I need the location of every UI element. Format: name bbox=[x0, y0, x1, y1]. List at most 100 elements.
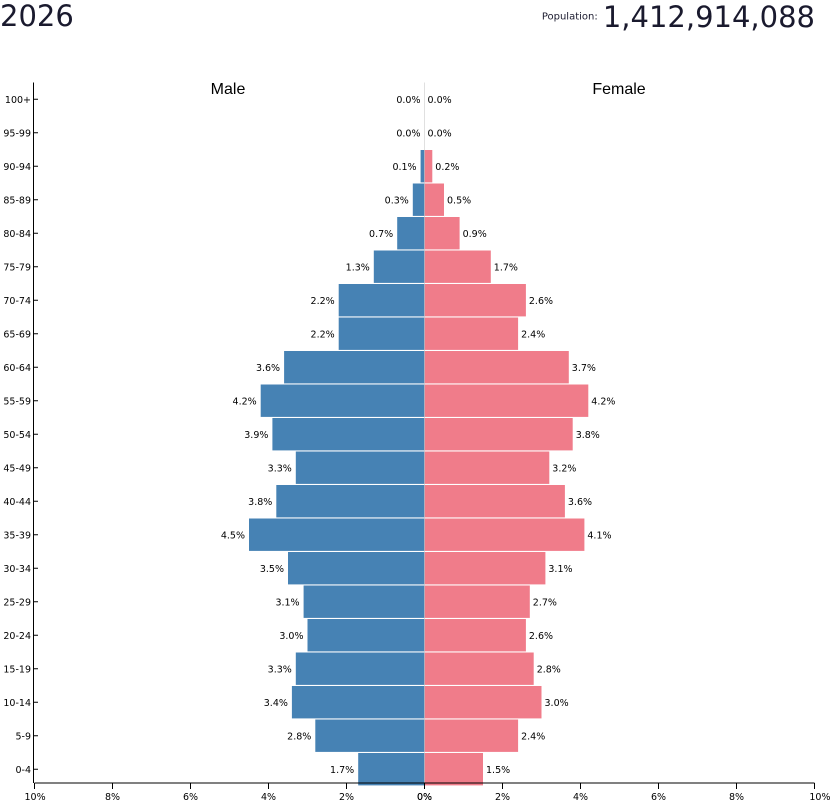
male-bar-70-74 bbox=[338, 284, 425, 317]
female-value-label-25-29: 2.7% bbox=[533, 597, 557, 608]
female-value-label-20-24: 2.6% bbox=[529, 631, 553, 642]
female-value-label-60-64: 3.7% bbox=[572, 363, 596, 374]
year-title: 2026 bbox=[0, 0, 74, 33]
male-bar-45-49 bbox=[295, 451, 425, 484]
male-value-label-20-24: 3.0% bbox=[279, 631, 303, 642]
age-label-0-4: 0-4 bbox=[15, 765, 31, 776]
x-tick-label: 8% bbox=[729, 792, 744, 803]
female-value-label-95-99: 0.0% bbox=[428, 128, 452, 139]
female-value-label-10-14: 3.0% bbox=[545, 698, 569, 709]
female-bar-30-34 bbox=[424, 552, 546, 585]
age-label-55-59: 55-59 bbox=[3, 396, 31, 407]
male-side-title: Male bbox=[211, 81, 246, 98]
male-value-label-90-94: 0.1% bbox=[392, 162, 416, 173]
male-value-label-50-54: 3.9% bbox=[244, 430, 268, 441]
population-readout: Population: 1,412,914,088 bbox=[542, 0, 815, 34]
bars-layer bbox=[249, 150, 589, 786]
male-value-label-80-84: 0.7% bbox=[369, 229, 393, 240]
female-value-label-85-89: 0.5% bbox=[447, 195, 471, 206]
age-label-75-79: 75-79 bbox=[3, 262, 31, 273]
male-value-label-10-14: 3.4% bbox=[264, 698, 288, 709]
male-bar-80-84 bbox=[397, 217, 425, 250]
female-value-label-40-44: 3.6% bbox=[568, 497, 592, 508]
male-value-label-40-44: 3.8% bbox=[248, 497, 272, 508]
male-bar-35-39 bbox=[249, 518, 425, 551]
female-value-label-55-59: 4.2% bbox=[591, 396, 615, 407]
female-value-label-5-9: 2.4% bbox=[521, 731, 545, 742]
x-tick-label: 2% bbox=[495, 792, 510, 803]
male-bar-10-14 bbox=[291, 686, 425, 719]
male-bar-90-94 bbox=[420, 150, 425, 183]
x-tick-label: 6% bbox=[183, 792, 198, 803]
female-bar-50-54 bbox=[424, 418, 573, 451]
age-label-50-54: 50-54 bbox=[3, 430, 31, 441]
age-label-5-9: 5-9 bbox=[15, 731, 31, 742]
female-bar-55-59 bbox=[424, 384, 589, 417]
age-label-45-49: 45-49 bbox=[3, 463, 31, 474]
male-bar-65-69 bbox=[338, 317, 425, 350]
age-label-65-69: 65-69 bbox=[3, 329, 31, 340]
male-value-label-5-9: 2.8% bbox=[287, 731, 311, 742]
female-value-label-0-4: 1.5% bbox=[486, 765, 510, 776]
age-label-100+: 100+ bbox=[5, 95, 31, 106]
x-tick-label: 4% bbox=[573, 792, 588, 803]
female-bar-25-29 bbox=[424, 585, 530, 618]
male-value-label-45-49: 3.3% bbox=[268, 463, 292, 474]
male-value-label-100+: 0.0% bbox=[396, 95, 420, 106]
male-value-label-70-74: 2.2% bbox=[311, 296, 335, 307]
female-bar-5-9 bbox=[424, 719, 519, 752]
male-bar-0-4 bbox=[358, 753, 425, 786]
male-value-label-65-69: 2.2% bbox=[311, 329, 335, 340]
age-label-90-94: 90-94 bbox=[3, 162, 31, 173]
age-label-85-89: 85-89 bbox=[3, 195, 31, 206]
x-tick-label: 6% bbox=[651, 792, 666, 803]
x-tick-label: 10% bbox=[25, 792, 46, 803]
female-bar-65-69 bbox=[424, 317, 519, 350]
female-value-label-35-39: 4.1% bbox=[587, 530, 611, 541]
male-value-label-25-29: 3.1% bbox=[275, 597, 299, 608]
female-value-label-80-84: 0.9% bbox=[463, 229, 487, 240]
female-bar-80-84 bbox=[424, 217, 460, 250]
male-bar-20-24 bbox=[307, 619, 425, 652]
male-value-label-15-19: 3.3% bbox=[268, 664, 292, 675]
male-bar-15-19 bbox=[295, 652, 425, 685]
age-label-15-19: 15-19 bbox=[3, 664, 31, 675]
male-bar-60-64 bbox=[284, 351, 425, 384]
female-value-label-15-19: 2.8% bbox=[537, 664, 561, 675]
female-value-label-30-34: 3.1% bbox=[548, 564, 572, 575]
male-value-label-75-79: 1.3% bbox=[346, 262, 370, 273]
x-tick-label: 10% bbox=[809, 792, 830, 803]
male-value-label-60-64: 3.6% bbox=[256, 363, 280, 374]
x-tick-label: 0% bbox=[417, 792, 432, 803]
female-side-title: Female bbox=[592, 81, 645, 98]
age-label-40-44: 40-44 bbox=[3, 497, 31, 508]
male-bar-25-29 bbox=[303, 585, 425, 618]
male-bar-40-44 bbox=[276, 485, 425, 518]
female-bar-10-14 bbox=[424, 686, 542, 719]
value-labels-layer: 100+ 0.0% 0.0% 95-99 0.0% 0.0% 90-94 0.1% 0.2% 85… bbox=[3, 95, 615, 776]
age-label-10-14: 10-14 bbox=[3, 698, 31, 709]
female-value-label-50-54: 3.8% bbox=[576, 430, 600, 441]
population-label: Population: bbox=[541, 11, 598, 23]
age-label-30-34: 30-34 bbox=[3, 564, 31, 575]
female-value-label-70-74: 2.6% bbox=[529, 296, 553, 307]
male-bar-5-9 bbox=[315, 719, 425, 752]
female-value-label-65-69: 2.4% bbox=[521, 329, 545, 340]
male-value-label-85-89: 0.3% bbox=[385, 195, 409, 206]
female-bar-90-94 bbox=[424, 150, 433, 183]
female-bar-85-89 bbox=[424, 183, 444, 216]
male-bar-55-59 bbox=[260, 384, 425, 417]
female-value-label-90-94: 0.2% bbox=[435, 162, 459, 173]
age-label-35-39: 35-39 bbox=[3, 530, 31, 541]
female-bar-35-39 bbox=[424, 518, 585, 551]
age-label-25-29: 25-29 bbox=[3, 597, 31, 608]
male-value-label-95-99: 0.0% bbox=[396, 128, 420, 139]
female-bar-70-74 bbox=[424, 284, 526, 317]
female-value-label-75-79: 1.7% bbox=[494, 262, 518, 273]
male-bar-75-79 bbox=[373, 250, 425, 283]
female-bar-0-4 bbox=[424, 753, 483, 786]
population-value: 1,412,914,088 bbox=[602, 0, 815, 34]
male-value-label-55-59: 4.2% bbox=[233, 396, 257, 407]
male-value-label-30-34: 3.5% bbox=[260, 564, 284, 575]
age-label-60-64: 60-64 bbox=[3, 363, 31, 374]
